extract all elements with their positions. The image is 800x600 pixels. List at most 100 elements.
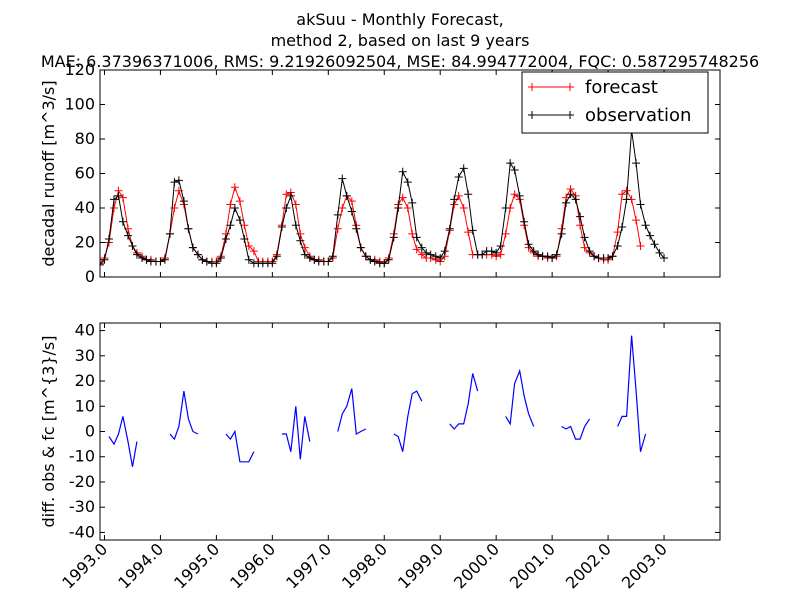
data-point-observation [202, 257, 211, 266]
data-point-forecast [100, 259, 104, 268]
difference-line-segment [505, 368, 535, 427]
data-point-observation [104, 235, 113, 244]
data-point-observation [608, 252, 617, 261]
data-point-observation [356, 243, 365, 252]
data-point-observation [389, 233, 398, 242]
data-point-observation [165, 229, 174, 238]
data-point-observation [184, 224, 193, 233]
data-point-observation [128, 241, 137, 250]
data-point-observation [216, 254, 225, 263]
plot-area [100, 126, 669, 269]
y-tick-label: 60 [75, 164, 95, 183]
data-point-forecast [403, 204, 412, 212]
data-point-forecast [510, 190, 519, 199]
x-tick-label: 1999.0 [394, 539, 447, 592]
data-point-observation [221, 235, 230, 244]
x-tick-label: 1993.0 [58, 539, 111, 592]
data-point-observation [450, 195, 459, 204]
data-point-observation [412, 233, 421, 242]
data-point-observation [496, 241, 505, 250]
data-point-forecast [109, 204, 118, 212]
data-point-observation [548, 254, 557, 263]
data-point-observation [524, 240, 533, 249]
y-tick-label: 10 [75, 396, 95, 415]
y-tick-label: -40 [69, 522, 95, 541]
data-point-observation [384, 255, 393, 264]
data-point-observation [156, 257, 165, 266]
data-point-forecast [454, 191, 463, 200]
difference-line-segment [561, 418, 591, 440]
chart-title-line-3: MAE: 6.37396371006, RMS: 9.21926092504, … [40, 52, 760, 71]
data-point-forecast [333, 224, 342, 233]
data-point-observation [272, 252, 281, 261]
data-point-forecast [408, 229, 417, 238]
data-point-observation [478, 250, 487, 259]
data-point-observation [646, 231, 655, 240]
data-point-observation [632, 159, 641, 168]
y-tick-label: 0 [85, 267, 95, 286]
legend-box [521, 71, 709, 134]
data-point-forecast [580, 243, 589, 252]
difference-line-segment [108, 416, 138, 467]
data-point-observation [193, 250, 202, 259]
chart-title-line-1: akSuu - Monthly Forecast, [296, 10, 504, 29]
data-point-observation [296, 236, 305, 245]
difference-line-segment [225, 429, 255, 463]
x-tick-label: 1998.0 [338, 539, 391, 592]
data-point-forecast [632, 216, 641, 225]
data-point-observation [604, 254, 613, 263]
data-point-forecast [118, 193, 127, 202]
data-point-forecast [338, 204, 347, 212]
data-point-observation [226, 221, 235, 230]
data-point-observation [445, 224, 454, 233]
data-point-observation [333, 210, 342, 219]
data-point-observation [520, 217, 529, 226]
data-point-observation [179, 197, 188, 206]
data-point-observation [487, 247, 496, 256]
data-point-observation [394, 204, 403, 212]
data-point-observation [440, 247, 449, 256]
data-point-forecast [230, 183, 239, 192]
data-point-observation [338, 174, 347, 183]
data-point-observation [123, 231, 132, 240]
data-point-observation [244, 255, 253, 264]
x-tick-label: 1995.0 [170, 539, 223, 592]
data-point-forecast [235, 197, 244, 206]
data-point-observation [170, 178, 179, 187]
data-point-forecast [496, 250, 505, 259]
data-point-forecast [464, 228, 473, 237]
data-point-observation [198, 255, 207, 264]
y-tick-label: 100 [64, 95, 95, 114]
data-point-observation [291, 221, 300, 230]
data-point-observation [515, 191, 524, 200]
data-point-observation [370, 257, 379, 266]
series-observation [100, 126, 669, 269]
x-tick-label: 2003.0 [618, 539, 671, 592]
data-point-observation [305, 254, 314, 263]
data-point-observation [100, 260, 104, 269]
data-point-observation [562, 198, 571, 207]
data-point-observation [342, 191, 351, 200]
data-point-observation [529, 247, 538, 256]
data-point-observation [655, 248, 664, 257]
x-tick-label: 2002.0 [562, 539, 615, 592]
data-point-observation [300, 250, 309, 259]
data-point-observation [613, 241, 622, 250]
data-point-forecast [576, 221, 585, 230]
data-point-observation [132, 250, 141, 259]
data-point-forecast [240, 221, 249, 230]
legend-label-observation: observation [585, 105, 691, 126]
data-point-observation [361, 252, 370, 261]
difference-line-segment [337, 388, 367, 435]
data-point-forecast [613, 228, 622, 237]
legend-label-forecast: forecast [585, 77, 658, 98]
data-point-forecast [282, 190, 291, 199]
y-tick-label: 20 [75, 371, 95, 390]
data-point-observation [636, 200, 645, 209]
y-tick-label: -20 [69, 472, 95, 491]
data-point-forecast [618, 190, 627, 199]
difference-line-segment [169, 391, 199, 441]
data-point-observation [454, 172, 463, 181]
data-point-observation [366, 255, 375, 264]
difference-line-segment [281, 406, 311, 460]
